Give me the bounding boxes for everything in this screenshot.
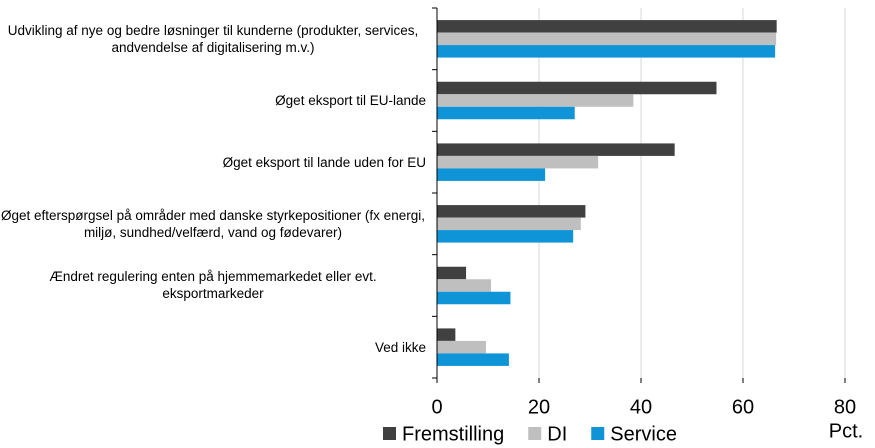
category-text: Øget eksport til lande uden for EU [222, 154, 426, 170]
category-label: Ved ikke [0, 316, 426, 378]
legend-swatch [383, 427, 396, 440]
x-tick-label: 0 [431, 396, 442, 418]
bar [437, 353, 509, 366]
x-tick-label: 80 [834, 396, 856, 418]
bar [437, 340, 486, 354]
bar [437, 143, 675, 156]
bar [437, 20, 777, 33]
legend-label: Service [610, 423, 677, 445]
bar [437, 291, 511, 305]
category-label: Udvikling af nye og bedre løsninger til … [0, 8, 426, 70]
bar [437, 45, 776, 58]
legend-label: DI [547, 423, 567, 445]
category-text: Ved ikke [374, 339, 426, 355]
category-label: Ændret regulering enten på hjemmemarkede… [0, 255, 426, 317]
bar [437, 168, 546, 181]
bar [437, 279, 492, 292]
category-text: Øget efterspørgsel på områder med danske… [1, 207, 425, 240]
legend-swatch [591, 427, 605, 440]
bar [437, 230, 574, 243]
legend-swatch [528, 427, 542, 440]
category-text: Udvikling af nye og bedre løsninger til … [7, 22, 419, 55]
legend-label: Fremstilling [402, 423, 504, 445]
category-text: Øget eksport til EU-lande [275, 92, 426, 108]
bar [437, 328, 456, 341]
x-tick-label: 60 [732, 396, 754, 418]
bar [437, 217, 581, 231]
category-label: Øget eksport til EU-lande [0, 70, 426, 132]
bar [437, 266, 467, 280]
bar [437, 32, 777, 46]
category-text: Ændret regulering enten på hjemmemarkede… [49, 269, 377, 302]
bar [437, 155, 599, 169]
bar [437, 81, 717, 95]
x-tick-label: 20 [528, 396, 550, 418]
bar [437, 106, 575, 120]
bar [437, 94, 634, 107]
x-tick-label: 40 [630, 396, 652, 418]
category-label: Øget efterspørgsel på områder med danske… [0, 193, 426, 255]
category-label: Øget eksport til lande uden for EU [0, 131, 426, 193]
bar [437, 205, 586, 218]
x-axis-label: Pct. [829, 420, 863, 442]
